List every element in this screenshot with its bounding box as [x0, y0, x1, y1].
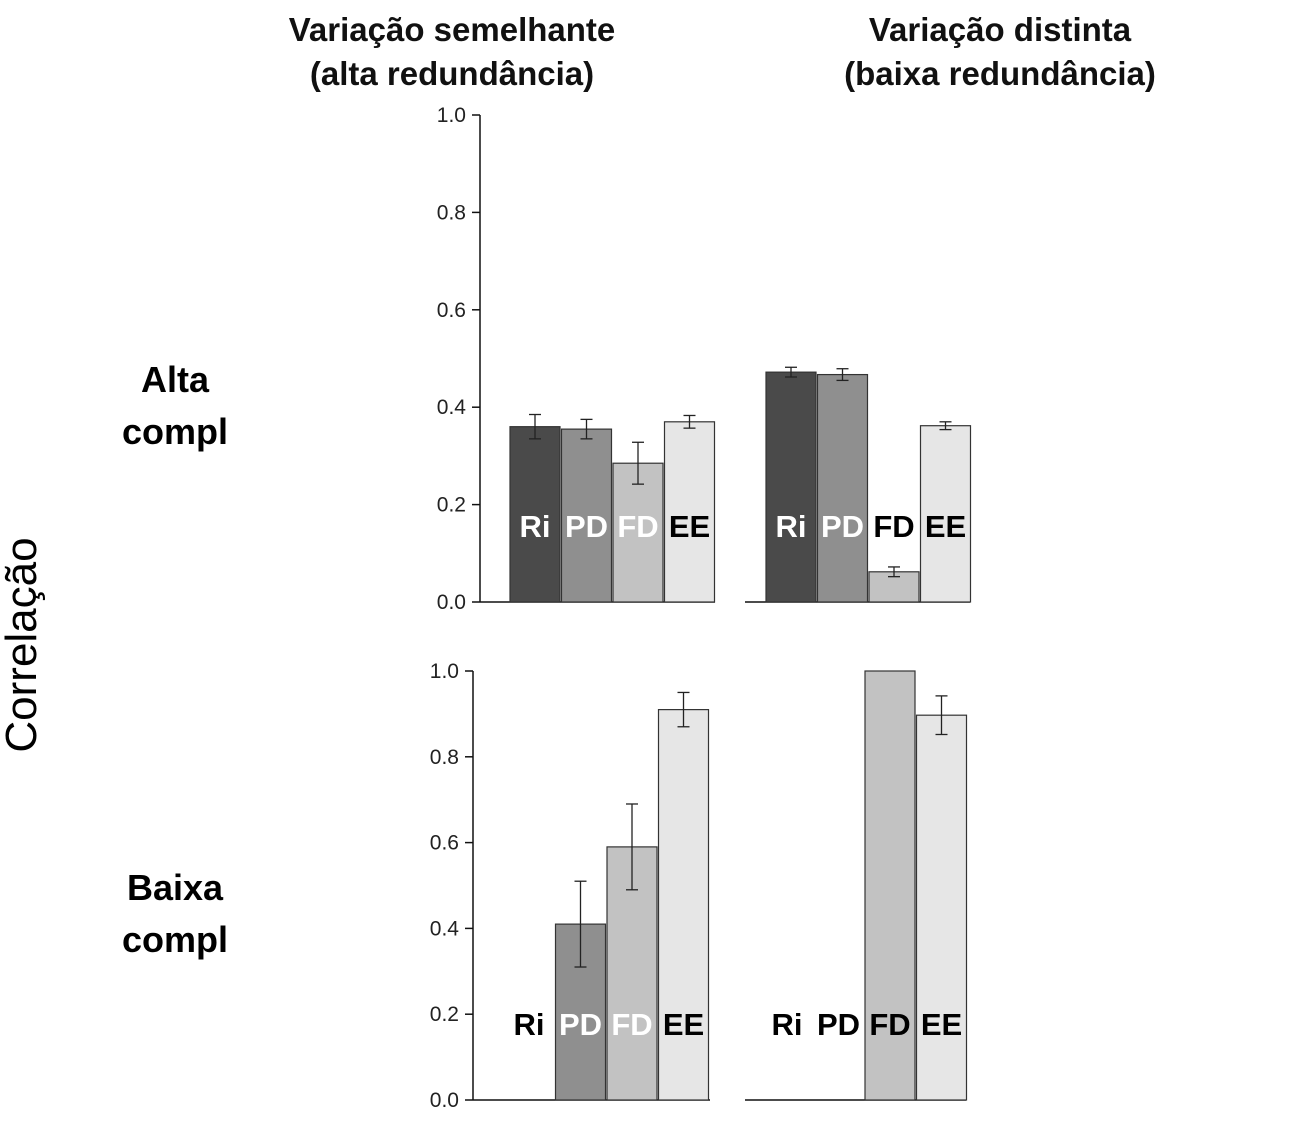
y-tick-label: 0.2: [430, 1003, 459, 1026]
row-label-line-1: Baixa: [126, 867, 224, 908]
bar-ri: [765, 371, 817, 603]
column-header-similar-variation: Variação semelhante (alta redundância): [222, 8, 682, 96]
bar-pd: [816, 373, 869, 603]
column-header-line-2: (baixa redundância): [844, 55, 1156, 92]
row-label-line-2: compl: [121, 919, 228, 960]
y-tick-label: 0.4: [430, 917, 460, 940]
bar-ee: [663, 421, 716, 603]
bar-label-fd: FD: [611, 1007, 652, 1042]
bar-label-fd: FD: [869, 1007, 910, 1042]
row-label-low-complementarity: Baixa compl: [95, 862, 255, 966]
panel-top-left: 0.0 0.2 0.4 0.6 0.8 1.0 Ri PD FD EE: [437, 104, 716, 614]
bar-pd: [560, 428, 613, 603]
bar-label-ri: Ri: [514, 1007, 545, 1042]
y-tick-label: 0.4: [437, 396, 467, 419]
bar-label-ee: EE: [925, 509, 966, 544]
y-tick-label: 0.2: [437, 494, 466, 517]
panel-bottom-right: Ri PD FD EE: [745, 670, 968, 1101]
bar-label-fd: FD: [873, 509, 914, 544]
y-tick-label: 0.6: [437, 299, 466, 322]
bar-label-fd: FD: [617, 509, 658, 544]
bar-label-ee: EE: [663, 1007, 704, 1042]
bar-label-pd: PD: [565, 509, 608, 544]
bar-label-ee: EE: [669, 509, 710, 544]
bar-label-pd: PD: [559, 1007, 602, 1042]
panel-top-right: Ri PD FD EE: [745, 366, 972, 603]
panel-bottom-left: 0.0 0.2 0.4 0.6 0.8 1.0 Ri PD FD EE: [430, 660, 710, 1112]
row-label-line-1: Alta: [140, 359, 209, 400]
bar-label-ri: Ri: [776, 509, 807, 544]
bar-label-pd: PD: [817, 1007, 860, 1042]
y-tick-label: 0.0: [437, 591, 466, 614]
column-header-line-1: Variação semelhante: [288, 11, 616, 48]
y-tick-label: 0.8: [430, 746, 459, 769]
row-label-high-complementarity: Alta compl: [95, 354, 255, 458]
bar-ri: [509, 426, 561, 603]
y-tick-label: 1.0: [437, 104, 466, 127]
y-tick-label: 0.0: [430, 1089, 459, 1112]
bar-label-ee: EE: [921, 1007, 962, 1042]
row-label-line-2: compl: [121, 411, 228, 452]
bar-ee: [915, 714, 968, 1101]
bar-label-ri: Ri: [772, 1007, 803, 1042]
column-header-distinct-variation: Variação distinta (baixa redundância): [770, 8, 1230, 96]
column-header-line-2: (alta redundância): [309, 55, 595, 92]
bar-label-ri: Ri: [520, 509, 551, 544]
bar-label-pd: PD: [821, 509, 864, 544]
y-tick-label: 0.8: [437, 201, 466, 224]
bar-ee: [919, 425, 972, 603]
y-tick-label: 0.6: [430, 832, 459, 855]
column-header-line-1: Variação distinta: [868, 11, 1132, 48]
bar-fd: [864, 670, 916, 1101]
y-tick-label: 1.0: [430, 660, 459, 683]
